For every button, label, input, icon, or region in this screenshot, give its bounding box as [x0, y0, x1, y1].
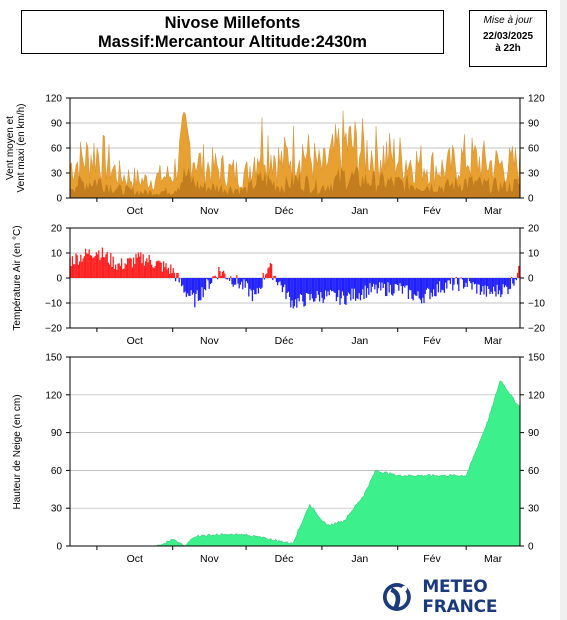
y-tick-label-right: 90: [528, 428, 540, 439]
y-tick-label-right: 0: [528, 542, 534, 553]
y-tick-label-right: 10: [528, 249, 540, 260]
y-tick-label-right: 30: [528, 169, 540, 180]
y-tick-label-left: −10: [45, 299, 62, 310]
x-tick-label: Oct: [127, 335, 143, 347]
x-tick-label: Mar: [484, 553, 503, 565]
plot-frame: [69, 97, 521, 199]
update-time: à 22h: [495, 43, 521, 54]
wind-mean-series: [70, 166, 520, 198]
y-tick-label-right: −20: [528, 324, 545, 335]
x-tick-label: Jan: [351, 335, 368, 347]
y-tick-label-right: 150: [528, 353, 545, 364]
x-tick-label: Fév: [423, 205, 441, 217]
x-tick-label: Fév: [423, 335, 441, 347]
y-tick-label-left: 90: [51, 428, 63, 439]
y-tick-label-left: 150: [45, 353, 62, 364]
y-tick-label-right: 60: [528, 144, 540, 155]
y-tick-label-left: 20: [51, 224, 63, 235]
station-title-box: Nivose Millefonts Massif:Mercantour Alti…: [21, 10, 444, 54]
x-tick-label: Nov: [200, 205, 219, 217]
y-tick-label-left: 0: [56, 274, 62, 285]
y-axis-label: Vent moyen et: [5, 116, 16, 180]
x-tick-label: Déc: [275, 553, 294, 565]
x-tick-label: Jan: [351, 205, 368, 217]
y-tick-label-right: 90: [528, 119, 540, 130]
y-tick-label-left: 0: [56, 194, 62, 205]
x-tick-label: Oct: [127, 553, 143, 565]
meteo-france-logo-text: METEO FRANCE: [422, 577, 498, 617]
y-tick-label-left: 90: [51, 119, 63, 130]
y-axis-label: Température Air (en °C): [12, 225, 23, 330]
x-tick-label: Jan: [351, 553, 368, 565]
y-tick-label-right: 0: [528, 274, 534, 285]
x-tick-label: Nov: [200, 553, 219, 565]
update-date: 22/03/2025: [482, 31, 534, 42]
x-tick-label: Déc: [275, 205, 294, 217]
y-tick-label-left: 60: [51, 466, 63, 477]
meteo-france-logo: METEO FRANCE: [382, 577, 558, 617]
plot-frame: [69, 356, 521, 547]
y-tick-label-left: 120: [45, 390, 62, 401]
meteo-france-emblem-icon: [382, 583, 411, 611]
y-tick-label-right: 60: [528, 466, 540, 477]
right-edge-strip: [560, 0, 567, 620]
y-tick-label-left: −20: [45, 324, 62, 335]
y-tick-label-right: −10: [528, 299, 545, 310]
update-label: Mise à jour: [483, 15, 533, 26]
plot-frame: [69, 227, 521, 329]
y-axis-label: Vent maxi (en km/h): [16, 104, 27, 193]
x-tick-label: Fév: [423, 553, 441, 565]
y-tick-label-left: 30: [51, 504, 63, 515]
station-name: Nivose Millefonts: [164, 14, 301, 32]
y-axis-label: Hauteur de Neige (en cm): [12, 394, 23, 509]
y-tick-label-left: 120: [45, 94, 62, 105]
y-tick-label-right: 120: [528, 390, 545, 401]
y-tick-label-left: 0: [56, 542, 62, 553]
y-tick-label-right: 20: [528, 224, 540, 235]
x-tick-label: Mar: [484, 205, 503, 217]
update-box: Mise à jour 22/03/2025 à 22h: [469, 10, 547, 67]
snow-depth-series: [70, 380, 521, 547]
y-tick-label-right: 0: [528, 194, 534, 205]
y-tick-label-left: 30: [51, 169, 63, 180]
x-tick-label: Oct: [127, 205, 143, 217]
y-tick-label-right: 30: [528, 504, 540, 515]
y-tick-label-right: 120: [528, 94, 545, 105]
x-tick-label: Nov: [200, 335, 219, 347]
y-tick-label-left: 10: [51, 249, 63, 260]
station-massif-altitude: Massif:Mercantour Altitude:2430m: [98, 33, 367, 51]
x-tick-label: Mar: [484, 335, 503, 347]
y-tick-label-left: 60: [51, 144, 63, 155]
x-tick-label: Déc: [275, 335, 294, 347]
